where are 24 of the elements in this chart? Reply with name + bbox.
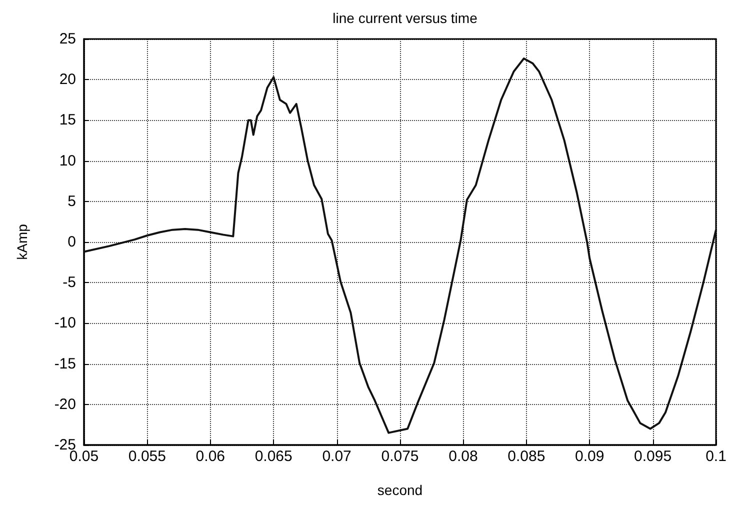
x-tick-label: 0.085 [508, 448, 546, 465]
chart-title: line current versus time [332, 10, 478, 26]
y-tick-label: 20 [59, 71, 76, 88]
x-tick-label: 0.055 [128, 448, 166, 465]
y-tick-label: -15 [54, 355, 76, 372]
y-tick-label: 10 [59, 152, 76, 170]
x-tick-label: 0.08 [448, 448, 478, 465]
x-tick-label: 0.1 [706, 448, 726, 465]
x-axis-title: second [377, 482, 423, 498]
x-tick-label: 0.075 [381, 448, 419, 465]
y-axis-title: kAmp [14, 224, 30, 260]
y-tick-label: -20 [54, 396, 76, 413]
y-tick-label: 5 [68, 192, 76, 210]
y-tick-label: -10 [54, 314, 76, 332]
x-tick-label: 0.07 [322, 448, 352, 465]
y-tick-label: -5 [62, 274, 76, 292]
y-tick-label: 25 [59, 30, 76, 48]
x-tick-label: 0.06 [196, 448, 225, 465]
x-tick-label: 0.095 [634, 448, 672, 465]
x-tick-label: 0.09 [575, 448, 604, 465]
x-tick-label: 0.065 [254, 448, 292, 465]
y-tick-label: 15 [59, 112, 76, 129]
line-series [83, 57, 717, 434]
y-tick-label: 0 [68, 234, 76, 250]
